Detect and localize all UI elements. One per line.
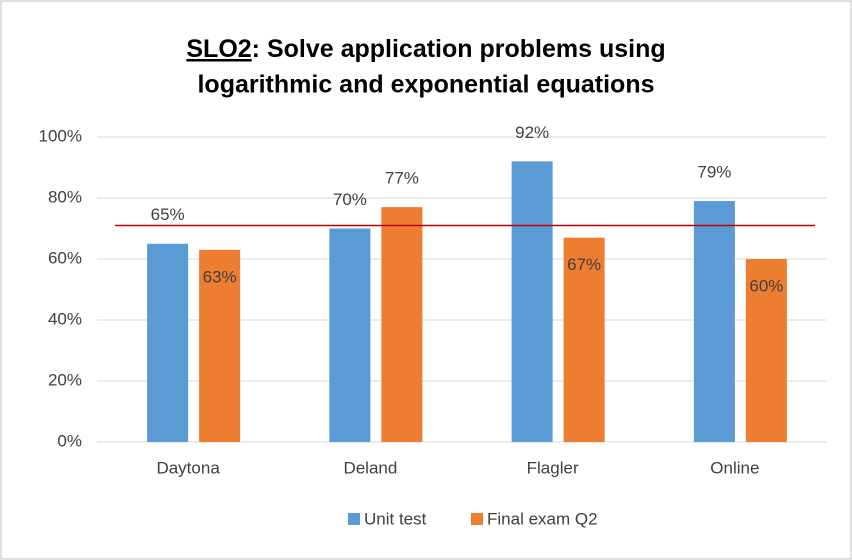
- data-label: 65%: [151, 205, 185, 224]
- bar: [329, 228, 371, 442]
- legend-swatch: [348, 513, 360, 525]
- data-label: 77%: [385, 169, 419, 188]
- bar: [511, 161, 553, 442]
- x-tick-label: Flagler: [527, 458, 579, 477]
- data-label: 60%: [749, 276, 783, 295]
- y-tick-label: 80%: [48, 187, 82, 206]
- title-underlined: SLO2: [186, 35, 251, 63]
- x-tick-label: Daytona: [156, 458, 220, 477]
- data-label: 63%: [203, 267, 237, 286]
- legend-swatch: [471, 513, 483, 525]
- data-label: 67%: [567, 255, 601, 274]
- data-label: 70%: [333, 190, 367, 209]
- y-tick-label: 60%: [48, 248, 82, 267]
- y-tick-label: 100%: [39, 126, 82, 145]
- chart-title-line-2: logarithmic and exponential equations: [197, 71, 654, 99]
- chart-title-line-1: SLO2: Solve application problems using: [186, 35, 665, 63]
- y-tick-label: 0%: [57, 431, 82, 450]
- legend-label: Unit test: [364, 509, 427, 528]
- y-tick-label: 40%: [48, 309, 82, 328]
- x-tick-label: Deland: [343, 458, 397, 477]
- data-label: 92%: [515, 123, 549, 142]
- title-rest: : Solve application problems using: [252, 35, 666, 63]
- bar: [563, 237, 605, 442]
- data-label: 79%: [697, 163, 731, 182]
- bar: [693, 201, 735, 442]
- bar: [745, 259, 787, 442]
- y-tick-label: 20%: [48, 370, 82, 389]
- bar: [147, 243, 189, 442]
- bar: [381, 207, 423, 442]
- bar: [199, 249, 241, 442]
- legend-label: Final exam Q2: [487, 509, 598, 528]
- x-tick-label: Online: [710, 458, 759, 477]
